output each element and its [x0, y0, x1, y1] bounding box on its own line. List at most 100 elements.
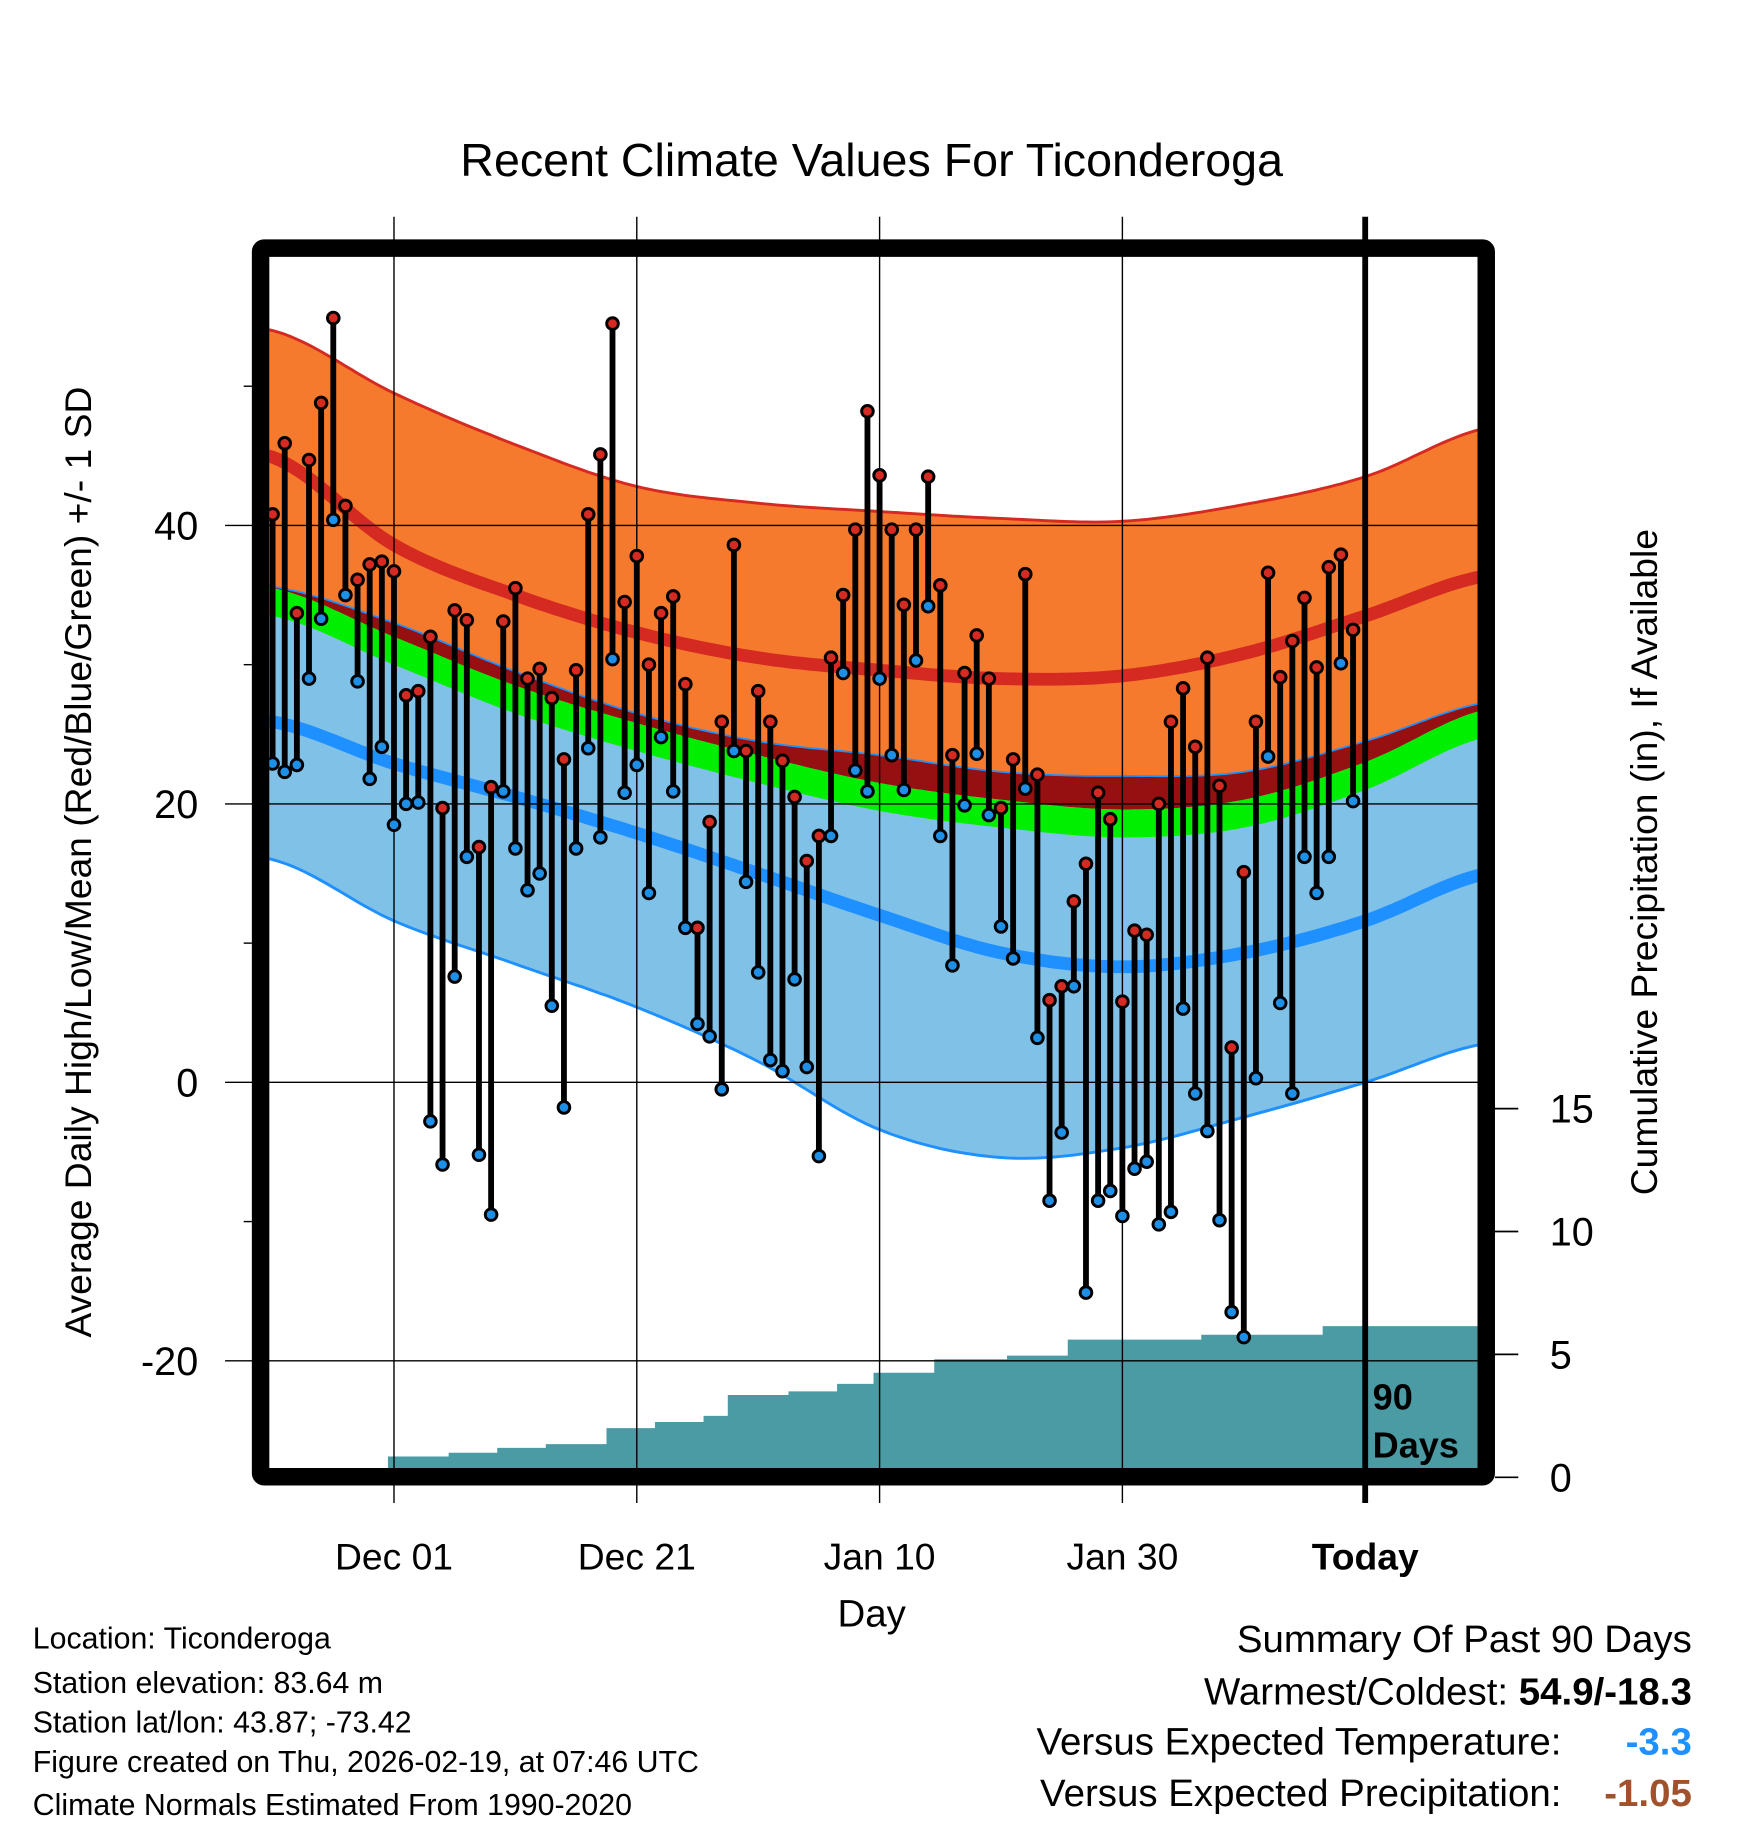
daily-high-point	[544, 690, 560, 706]
daily-low-point	[435, 1157, 450, 1172]
daily-low-point	[763, 1052, 778, 1068]
daily-high-point	[1102, 811, 1118, 827]
daily-low-point	[398, 796, 414, 812]
daily-low-point	[1127, 1161, 1142, 1176]
daily-high-point	[738, 743, 754, 759]
daily-low-point	[338, 587, 353, 603]
y-tick-label: 0	[176, 1061, 198, 1105]
daily-low-point	[714, 1082, 730, 1097]
daily-low-point	[1260, 749, 1276, 764]
plot-frame	[251, 239, 1495, 1486]
x-axis-label: Day	[837, 1592, 906, 1635]
daily-high-point	[1054, 979, 1069, 994]
normal-high-line	[269, 449, 1478, 686]
daily-low-point	[872, 671, 887, 686]
summary-panel: Summary Of Past 90 Days Warmest/Coldest:…	[1036, 1618, 1691, 1815]
daily-high-point	[386, 564, 402, 579]
daily-high-point	[896, 597, 912, 613]
daily-low-point	[678, 920, 693, 936]
high-plus-sd-line	[269, 328, 1478, 524]
daily-low-point	[738, 874, 754, 890]
daily-high-point	[908, 522, 924, 537]
daily-low-point	[374, 739, 390, 755]
daily-high-point	[423, 629, 438, 645]
footer-normals: Climate Normals Estimated From 1990-2020	[33, 1789, 632, 1822]
x-tick-label: Today	[1312, 1535, 1419, 1577]
temp-anomaly-value: -3.3	[1626, 1721, 1692, 1764]
precip-anomaly-label: Versus Expected Precipitation:	[1040, 1772, 1561, 1815]
summary-warmest-coldest: Warmest/Coldest: 54.9/-18.3	[1204, 1671, 1692, 1714]
daily-low-point	[269, 756, 280, 771]
footer-latlon: Station lat/lon: 43.87; -73.42	[33, 1706, 412, 1739]
daily-high-point	[665, 589, 681, 604]
daily-low-point	[508, 841, 523, 856]
daily-low-point	[1017, 781, 1033, 796]
daily-low-point	[362, 771, 377, 787]
y-axis-label: Average Daily High/Low/Mean (Red/Blue/Gr…	[57, 387, 99, 1338]
daily-high-point	[872, 468, 887, 483]
daily-low-point	[993, 919, 1009, 934]
warmest-coldest-value: 54.9/-18.3	[1519, 1671, 1692, 1714]
daily-low-point	[1285, 1086, 1300, 1101]
footer-elevation: Station elevation: 83.64 m	[33, 1667, 383, 1700]
daily-low-point	[860, 784, 875, 799]
daily-low-point	[1321, 849, 1337, 865]
daily-high-point	[811, 828, 827, 844]
temperature-bars	[269, 310, 1361, 1345]
axis-ticks: -20 0 20 40 0 5 10 15 Dec 01 Dec 21 Jan 10 Jan 30 To…	[141, 385, 1594, 1577]
daily-low-point	[1005, 951, 1021, 966]
daily-high-point	[1017, 566, 1033, 582]
daily-low-point	[520, 882, 535, 898]
daily-low-point	[350, 674, 365, 689]
daily-low-point	[1151, 1217, 1167, 1232]
daily-low-point	[945, 958, 960, 973]
plot-area	[269, 328, 1478, 1468]
temp-anomaly-label: Versus Expected Temperature:	[1036, 1721, 1561, 1764]
daily-high-point	[920, 469, 936, 485]
precip-anomaly-value: -1.05	[1604, 1772, 1692, 1815]
daily-low-point	[1090, 1193, 1106, 1208]
daily-high-point	[775, 753, 790, 769]
daily-high-point	[1248, 714, 1264, 730]
daily-low-point	[556, 1100, 572, 1115]
daily-high-point	[410, 683, 426, 699]
daily-high-point	[726, 537, 742, 553]
daily-low-point	[289, 757, 305, 773]
daily-low-point	[750, 965, 766, 980]
daily-high-point	[471, 839, 487, 855]
daily-high-point	[678, 676, 693, 692]
daily-low-point	[459, 849, 475, 865]
daily-low-point	[410, 795, 426, 810]
daily-low-point	[1163, 1204, 1179, 1220]
daily-low-point	[787, 972, 802, 987]
daily-low-point	[277, 764, 293, 780]
window-label-days: Days	[1373, 1425, 1459, 1466]
daily-high-point	[301, 452, 317, 468]
daily-low-point	[726, 743, 742, 759]
daily-low-point	[823, 828, 839, 844]
daily-low-point	[483, 1207, 499, 1222]
daily-high-point	[714, 714, 730, 730]
daily-low-point	[1054, 1125, 1069, 1140]
low-minus-sd-line	[269, 857, 1478, 1160]
daily-low-point	[386, 817, 402, 833]
daily-low-point	[1212, 1212, 1227, 1228]
daily-low-point	[423, 1114, 438, 1129]
daily-high-point	[459, 612, 475, 628]
daily-high-point	[993, 800, 1009, 816]
daily-high-point	[568, 662, 584, 678]
daily-low-point	[1187, 1086, 1203, 1101]
daily-low-point	[969, 746, 984, 762]
daily-low-point	[702, 1029, 717, 1044]
daily-low-point	[1066, 979, 1082, 994]
daily-high-point	[629, 548, 645, 564]
daily-low-point	[544, 998, 560, 1014]
y-tick-label: 40	[154, 504, 198, 548]
y-tick-label: 20	[154, 783, 198, 827]
daily-high-point	[641, 657, 657, 672]
daily-low-point	[848, 763, 863, 778]
daily-low-point	[1272, 995, 1288, 1011]
daily-low-point	[1224, 1304, 1239, 1320]
daily-high-point	[1127, 923, 1142, 938]
daily-low-point	[884, 747, 900, 763]
